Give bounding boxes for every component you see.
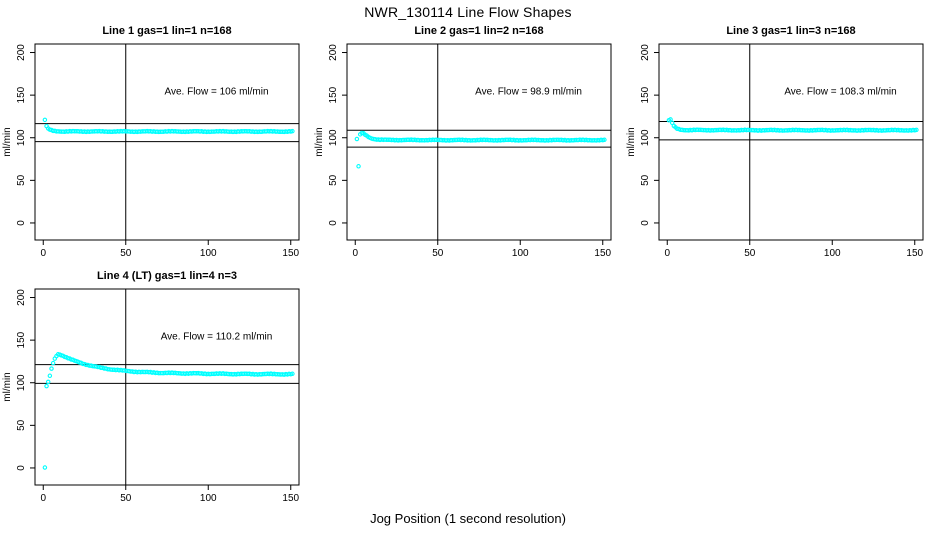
x-tick-label: 150 xyxy=(906,248,923,259)
x-tick-label: 150 xyxy=(594,248,611,259)
y-axis-label: ml/min xyxy=(314,127,325,156)
y-tick-label: 100 xyxy=(16,374,27,391)
subplot-title: Line 1 gas=1 lin=1 n=168 xyxy=(102,25,231,37)
subplot-line-2: Line 2 gas=1 lin=2 n=168 0 50 100 150 0 50 100 1… xyxy=(314,25,612,259)
ave-flow-annotation: Ave. Flow = 98.9 ml/min xyxy=(475,86,582,97)
y-tick-label: 200 xyxy=(640,44,651,61)
subplot-line-3: Line 3 gas=1 lin=3 n=168 0 50 100 150 0 50 100 1… xyxy=(626,25,924,259)
flow-data-point xyxy=(45,379,51,385)
x-tick-label: 150 xyxy=(282,493,299,504)
flow-data-point xyxy=(49,366,54,371)
x-tick-label: 100 xyxy=(200,248,217,259)
plot-box xyxy=(34,288,300,486)
plot-box xyxy=(34,43,300,241)
y-axis-label: ml/min xyxy=(626,127,637,156)
subplot-line-4: Line 4 (LT) gas=1 lin=4 n=3 0 50 100 150 0 50 1… xyxy=(2,270,300,504)
x-tick-label: 100 xyxy=(824,248,841,259)
ave-flow-annotation: Ave. Flow = 110.2 ml/min xyxy=(161,331,273,342)
y-tick-label: 150 xyxy=(640,86,651,103)
subplot-line-1: Line 1 gas=1 lin=1 n=168 0 50 100 150 0 50 100 1… xyxy=(2,25,300,259)
flow-data-point xyxy=(602,137,607,143)
y-tick-label: 200 xyxy=(328,44,339,61)
flow-data-point xyxy=(290,371,295,377)
subplot-title: Line 4 (LT) gas=1 lin=4 n=3 xyxy=(97,270,237,282)
y-tick-label: 200 xyxy=(16,289,27,306)
y-tick-label: 100 xyxy=(328,129,339,146)
x-tick-label: 150 xyxy=(282,248,299,259)
x-tick-label: 0 xyxy=(40,493,46,504)
x-axis-label: Jog Position (1 second resolution) xyxy=(370,511,566,526)
chart-title: NWR_130114 Line Flow Shapes xyxy=(364,4,572,20)
flow-data-point xyxy=(668,117,673,122)
y-tick-label: 50 xyxy=(16,174,27,186)
flow-data-point xyxy=(44,383,49,389)
subplot-title: Line 2 gas=1 lin=2 n=168 xyxy=(414,25,543,37)
x-tick-label: 50 xyxy=(432,248,444,259)
x-tick-label: 50 xyxy=(120,248,132,259)
x-tick-label: 50 xyxy=(744,248,756,259)
y-tick-label: 0 xyxy=(16,220,27,226)
flow-data-point xyxy=(50,360,56,366)
subplot-title: Line 3 gas=1 lin=3 n=168 xyxy=(726,25,855,37)
x-tick-label: 100 xyxy=(200,493,217,504)
ave-flow-annotation: Ave. Flow = 108.3 ml/min xyxy=(784,86,896,97)
y-tick-label: 0 xyxy=(16,465,27,471)
x-tick-label: 0 xyxy=(352,248,358,259)
x-tick-label: 0 xyxy=(664,248,670,259)
y-tick-label: 150 xyxy=(16,331,27,348)
y-tick-label: 50 xyxy=(328,174,339,186)
y-axis-label: ml/min xyxy=(2,372,13,401)
x-tick-label: 0 xyxy=(40,248,46,259)
y-tick-label: 200 xyxy=(16,44,27,61)
flow-data-point xyxy=(42,117,48,123)
ave-flow-annotation: Ave. Flow = 106 ml/min xyxy=(164,86,268,97)
y-axis-label: ml/min xyxy=(2,127,13,156)
flow-data-point xyxy=(42,465,48,470)
y-tick-label: 0 xyxy=(640,220,651,226)
y-tick-label: 0 xyxy=(328,220,339,226)
flow-data-point xyxy=(354,136,360,142)
flow-data-point xyxy=(356,164,361,169)
plot-box xyxy=(346,43,612,241)
flow-data-point xyxy=(47,373,53,379)
y-tick-label: 50 xyxy=(16,419,27,431)
y-tick-label: 150 xyxy=(16,86,27,103)
flow-data-point xyxy=(914,127,919,133)
y-tick-label: 150 xyxy=(328,86,339,103)
x-tick-label: 100 xyxy=(512,248,529,259)
y-tick-label: 100 xyxy=(640,129,651,146)
plot-box xyxy=(658,43,924,241)
flow-data-point xyxy=(290,128,295,134)
y-tick-label: 100 xyxy=(16,129,27,146)
x-tick-label: 50 xyxy=(120,493,132,504)
y-tick-label: 50 xyxy=(640,174,651,186)
